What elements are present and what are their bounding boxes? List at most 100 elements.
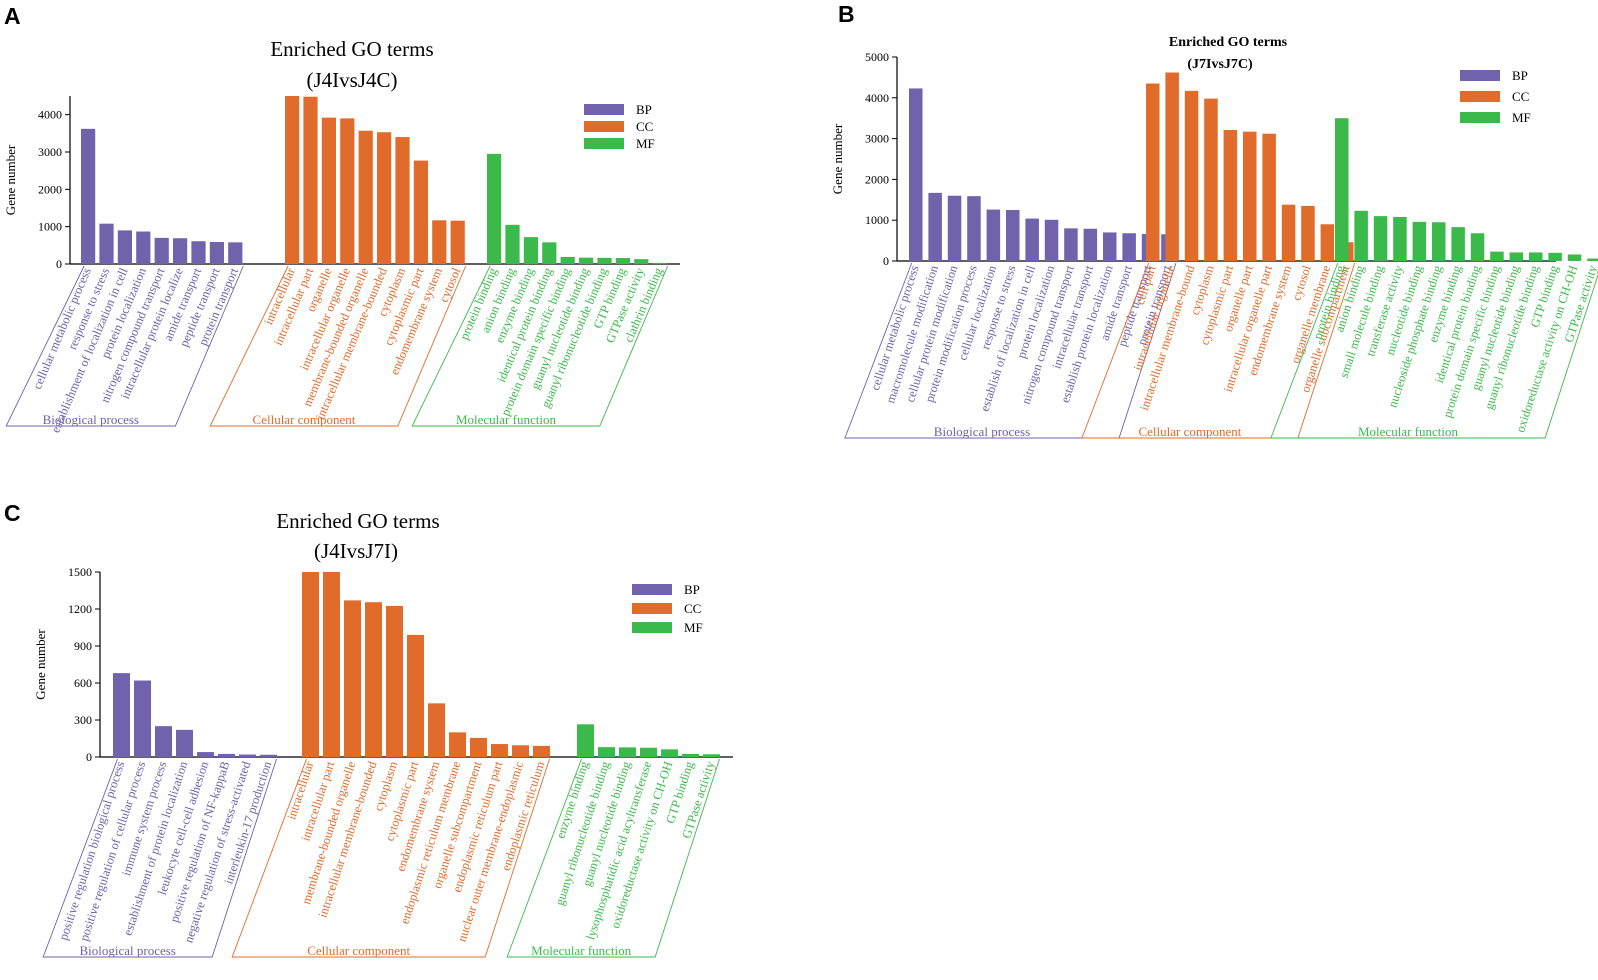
bar-nitrogen-compound-transport <box>1064 228 1078 261</box>
bar-positive-regulation-of-cellular-process <box>134 680 151 757</box>
bar-cytoplasmic-part <box>1223 130 1238 261</box>
y-tick-label: 900 <box>74 639 92 653</box>
bar-intracellular-part <box>323 572 340 757</box>
panel-letter: B <box>838 1 855 27</box>
legend-label-mf: MF <box>1512 110 1531 125</box>
y-tick-label: 1200 <box>68 602 92 616</box>
bar-positive-regulation-of-nf-kappab <box>218 753 235 757</box>
legend-label-mf: MF <box>684 620 703 635</box>
legend-label-bp: BP <box>1512 68 1528 83</box>
bar-protein-domain-specific-binding <box>560 256 575 264</box>
group-label-bp: Biological process <box>43 412 139 427</box>
y-tick-label: 1000 <box>38 220 62 234</box>
bar-intracellular <box>302 572 319 757</box>
legend-swatch-mf <box>584 138 624 149</box>
bar-macromolecule-modification <box>928 192 942 261</box>
bar-oxidoreductase-activity-on-ch-oh <box>661 749 678 757</box>
bar-gtp-binding <box>615 258 630 264</box>
bar-identical-protein-binding <box>542 242 557 264</box>
panel-a: A Enriched GO terms (J4IvsJ4C) 0 1000 2000 300… <box>3 3 680 435</box>
panel-c: C Enriched GO terms (J4IvsJ7I) 0 300 600 900 12… <box>4 500 733 958</box>
bar-small-molecule-binding <box>1373 216 1388 261</box>
bar-endoplasmic-reticulum <box>533 745 550 757</box>
group-frame-cc <box>1081 262 1356 439</box>
y-tick-label: 4000 <box>38 108 62 122</box>
group-label-cc: Cellular component <box>1138 424 1241 439</box>
y-tick-label: 2000 <box>865 172 889 186</box>
bar-intracellular-transport <box>1083 228 1098 261</box>
bar-cytoplasmic-part <box>413 160 428 264</box>
group-frame-bp <box>5 265 244 427</box>
bar-endoplasmic-reticulum-membrane <box>449 732 466 757</box>
bar-cytoplasm <box>395 137 410 264</box>
bar-endomembrane-system <box>1281 204 1296 261</box>
y-tick-label: 4000 <box>865 91 889 105</box>
panel-letter: A <box>4 3 21 29</box>
legend-swatch-bp <box>584 104 624 115</box>
bar-establish-protein-localization <box>1103 232 1117 261</box>
bar-clathrin-binding <box>652 262 667 264</box>
y-tick-label: 300 <box>74 713 92 727</box>
bar-enzyme-binding <box>577 724 594 757</box>
legend-swatch-bp <box>632 584 672 595</box>
bar-organelle <box>321 117 336 264</box>
legend-swatch-mf <box>1460 112 1500 123</box>
bar-intracellular-organelle <box>1165 72 1179 261</box>
legend-swatch-bp <box>1460 70 1500 81</box>
chart-subtitle: (J4IvsJ4C) <box>306 68 397 92</box>
legend-label-cc: CC <box>684 601 701 616</box>
bar-membrane-bounded-organelle <box>358 130 373 264</box>
group-label-mf: Molecular function <box>531 943 631 958</box>
bar-cytosol <box>1301 205 1315 261</box>
legend-swatch-cc <box>632 603 672 614</box>
panel-letter: C <box>4 500 21 526</box>
bar-intracellular-membrane-bounded <box>377 132 392 264</box>
y-tick-label: 5000 <box>865 50 889 64</box>
bar-cytoplasm <box>386 605 403 757</box>
group-label-bp: Biological process <box>934 424 1030 439</box>
bar-organelle-membrane <box>1320 224 1335 261</box>
y-tick-label: 1000 <box>865 213 889 227</box>
y-tick-label: 2000 <box>38 182 62 196</box>
bar-nucleotide-binding <box>1412 221 1427 261</box>
bar-gtp-binding <box>1548 252 1562 261</box>
legend-label-cc: CC <box>1512 89 1529 104</box>
bar-cytosol <box>450 220 465 264</box>
bar-immune-system-process <box>155 726 172 757</box>
bar-guanyl-nucleotide-binding <box>619 747 636 757</box>
bar-interleukin-17-production <box>260 754 277 757</box>
bar-protein-binding <box>487 153 502 264</box>
bar-protein-localization <box>1044 219 1059 261</box>
bar-protein-localization <box>136 231 151 264</box>
bar-cytoplasmic-part <box>407 634 424 757</box>
panel-b: B Enriched GO terms (J7IvsJ7C) 0 1000 2000 300… <box>830 1 1598 439</box>
group-label-cc: Cellular component <box>307 943 410 958</box>
legend-label-cc: CC <box>636 119 653 134</box>
bar-protein-binding <box>1335 118 1349 261</box>
bar-intracellular-organelle-part <box>1262 133 1276 261</box>
group-label-mf: Molecular function <box>1358 424 1458 439</box>
bar-identical-protein-binding <box>1470 233 1485 261</box>
bar-gtpase-activity <box>634 259 649 264</box>
y-axis-label: Gene number <box>830 123 845 194</box>
group-label-mf: Molecular function <box>456 412 556 427</box>
bar-guanyl-nucleotide-binding <box>579 257 594 264</box>
group-frame-mf <box>1270 262 1598 439</box>
legend-swatch-cc <box>1460 91 1500 102</box>
bar-cellular-metabolic-process <box>909 88 923 261</box>
chart-subtitle: (J7IvsJ7C) <box>1187 57 1253 72</box>
bar-membrane-bounded-organelle <box>344 600 361 757</box>
bar-gtpase-activity <box>1587 258 1598 261</box>
bar-organelle-part <box>1243 131 1257 261</box>
legend-swatch-cc <box>584 121 624 132</box>
bar-guanyl-ribonucleotide-binding <box>598 747 615 757</box>
y-tick-label: 0 <box>883 254 889 268</box>
y-tick-label: 3000 <box>38 145 62 159</box>
group-frame-bp <box>844 262 1177 439</box>
y-tick-label: 1500 <box>68 565 92 579</box>
bar-amide-transport <box>1122 233 1136 261</box>
y-tick-label: 600 <box>74 676 92 690</box>
bar-cellular-localization <box>986 209 1001 261</box>
bar-nuclear-outer-membrane-endoplasmic <box>512 745 529 757</box>
group-label-cc: Cellular component <box>253 412 356 427</box>
